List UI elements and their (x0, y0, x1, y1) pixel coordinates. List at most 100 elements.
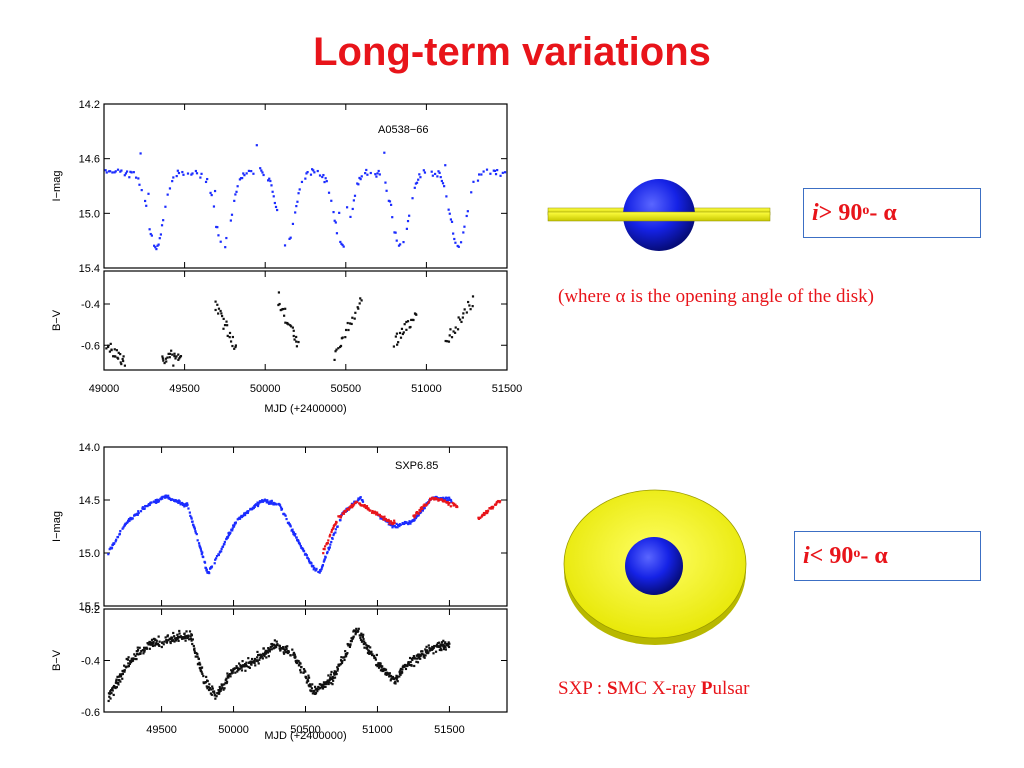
data-point (363, 646, 366, 649)
data-point (344, 336, 347, 339)
data-point (393, 521, 396, 524)
data-point (449, 505, 452, 508)
data-point (256, 504, 260, 508)
data-point (115, 686, 118, 689)
data-point (305, 681, 308, 684)
data-point (158, 644, 161, 647)
data-point (398, 675, 401, 678)
data-point (213, 562, 216, 565)
data-point (323, 548, 326, 551)
data-point (247, 665, 250, 669)
data-point (127, 662, 130, 665)
data-point (350, 640, 353, 643)
data-point (174, 639, 178, 642)
data-point (343, 656, 346, 659)
data-point (482, 170, 485, 173)
data-point (214, 557, 218, 560)
data-point (385, 189, 388, 192)
y-axis-label: I−mag (51, 511, 63, 542)
data-point (244, 663, 248, 667)
data-point (190, 639, 193, 642)
data-point (166, 496, 169, 499)
data-point (310, 687, 314, 690)
data-point (318, 683, 321, 686)
data-point (347, 508, 351, 511)
data-point (336, 667, 339, 670)
data-point (174, 637, 177, 640)
data-point (237, 662, 241, 665)
data-point (295, 536, 298, 539)
data-point (177, 358, 180, 361)
data-point (470, 191, 473, 194)
data-point (276, 643, 279, 646)
data-point (410, 318, 413, 322)
data-point (261, 171, 264, 174)
x-tick-label: 51500 (492, 383, 523, 395)
data-point (442, 646, 445, 649)
data-point (270, 648, 273, 651)
data-point (480, 173, 483, 176)
data-point (326, 550, 329, 554)
data-point (352, 504, 355, 507)
data-point (293, 652, 296, 655)
data-point (176, 169, 179, 172)
data-point (166, 356, 169, 359)
data-point (322, 560, 325, 563)
data-point (161, 357, 164, 360)
data-point (448, 212, 451, 215)
data-point (389, 520, 393, 523)
data-point (299, 544, 302, 548)
data-point (345, 654, 348, 658)
data-point (328, 546, 331, 549)
data-point (444, 641, 447, 644)
data-point (418, 173, 421, 176)
data-point (357, 307, 360, 310)
sxp-p: P (700, 678, 713, 699)
data-point (141, 506, 144, 509)
data-point (108, 692, 112, 695)
data-point (273, 639, 276, 642)
data-point (401, 668, 404, 671)
data-point (192, 644, 195, 648)
data-point (413, 186, 416, 189)
formula-sup: o (853, 546, 861, 561)
data-point (319, 569, 322, 573)
data-point (487, 509, 490, 512)
data-point (132, 171, 135, 174)
data-point (180, 637, 184, 640)
data-point (280, 507, 284, 510)
data-point (357, 629, 360, 633)
data-point (305, 676, 308, 680)
data-point (325, 682, 328, 686)
data-point (448, 501, 451, 505)
x-tick-label: 49500 (146, 724, 177, 736)
data-point (259, 500, 262, 504)
data-point (215, 225, 218, 229)
data-point (185, 630, 188, 633)
data-point (309, 685, 312, 688)
data-point (331, 678, 334, 681)
data-point (366, 646, 369, 649)
data-point (492, 169, 495, 172)
data-point (187, 634, 190, 637)
plot-frame (103, 270, 508, 371)
data-point (134, 654, 137, 658)
data-point (354, 633, 357, 636)
data-point (366, 173, 369, 176)
data-point (352, 635, 355, 638)
data-point (288, 237, 291, 241)
data-point (226, 672, 229, 675)
data-point (227, 674, 231, 677)
y-tick-label: 14.5 (79, 495, 100, 507)
data-point (201, 551, 204, 554)
sxp-s: S (606, 678, 618, 699)
data-point (333, 673, 336, 676)
data-point (335, 672, 338, 676)
data-point (187, 638, 191, 641)
data-point (245, 665, 248, 668)
data-point (199, 663, 202, 666)
data-point (417, 178, 420, 181)
data-point (332, 672, 336, 675)
data-point (148, 228, 151, 231)
data-point (183, 632, 186, 635)
